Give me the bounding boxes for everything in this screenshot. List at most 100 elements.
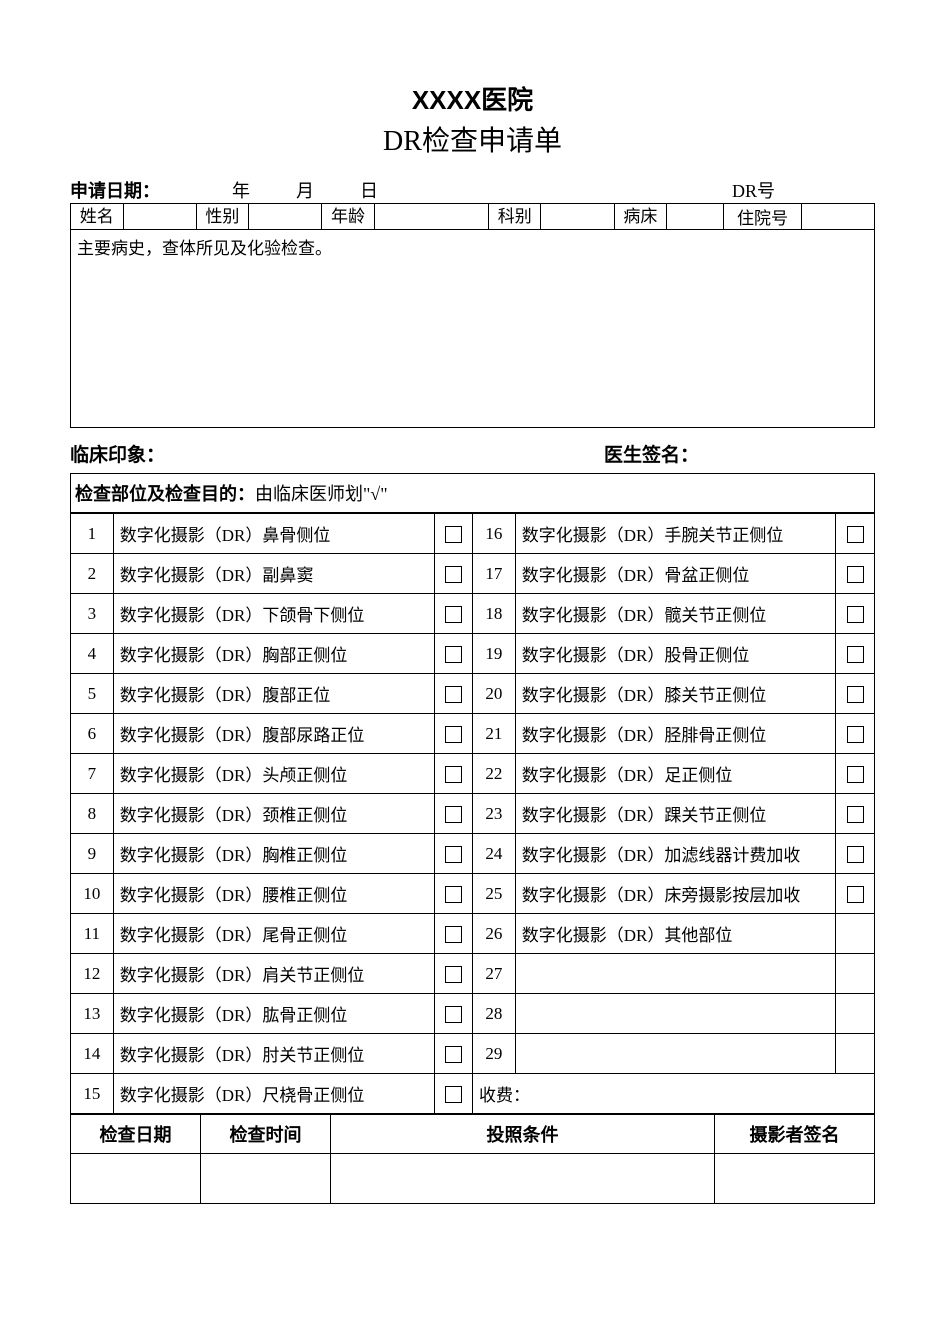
exam-desc-left: 数字化摄影（DR）腰椎正侧位 bbox=[113, 874, 434, 914]
gender-field[interactable] bbox=[249, 204, 322, 230]
exam-checkbox-left[interactable] bbox=[434, 914, 472, 954]
checkbox-icon[interactable] bbox=[445, 886, 462, 903]
history-box[interactable]: 主要病史，查体所见及化验检查。 bbox=[70, 230, 875, 428]
exam-checkbox-right[interactable] bbox=[836, 714, 875, 754]
exam-checkbox-right[interactable] bbox=[836, 514, 875, 554]
checkbox-icon[interactable] bbox=[445, 566, 462, 583]
checkbox-icon[interactable] bbox=[847, 646, 864, 663]
exam-checkbox-left[interactable] bbox=[434, 714, 472, 754]
exam-desc-left: 数字化摄影（DR）肱骨正侧位 bbox=[113, 994, 434, 1034]
exam-checkbox-right[interactable] bbox=[836, 794, 875, 834]
exam-desc-right: 数字化摄影（DR）其他部位 bbox=[515, 914, 836, 954]
exam-checkbox-right[interactable] bbox=[836, 554, 875, 594]
exam-checkbox-left[interactable] bbox=[434, 994, 472, 1034]
footer-col-exam-date: 检查日期 bbox=[71, 1115, 201, 1154]
exam-checkbox-right[interactable] bbox=[836, 874, 875, 914]
exam-num-right: 27 bbox=[472, 954, 515, 994]
checkbox-icon[interactable] bbox=[847, 846, 864, 863]
exam-desc-left: 数字化摄影（DR）胸椎正侧位 bbox=[113, 834, 434, 874]
checkbox-icon[interactable] bbox=[847, 766, 864, 783]
checkbox-icon[interactable] bbox=[445, 806, 462, 823]
exam-checkbox-left[interactable] bbox=[434, 794, 472, 834]
inpatient-field[interactable] bbox=[801, 204, 874, 230]
checkbox-icon[interactable] bbox=[445, 526, 462, 543]
exam-checkbox-left[interactable] bbox=[434, 1074, 472, 1114]
exam-num-left: 7 bbox=[71, 754, 114, 794]
exam-checkbox-left[interactable] bbox=[434, 514, 472, 554]
footer-val-exam-time[interactable] bbox=[201, 1154, 331, 1204]
checkbox-icon[interactable] bbox=[445, 966, 462, 983]
age-label: 年龄 bbox=[322, 204, 375, 230]
exam-section-rest: 由临床医师划"√" bbox=[255, 484, 388, 504]
footer-col-conditions: 投照条件 bbox=[331, 1115, 715, 1154]
checkbox-icon[interactable] bbox=[847, 526, 864, 543]
exam-num-left: 3 bbox=[71, 594, 114, 634]
checkbox-icon[interactable] bbox=[847, 566, 864, 583]
exam-checkbox-right[interactable] bbox=[836, 634, 875, 674]
exam-checkbox-left[interactable] bbox=[434, 594, 472, 634]
footer-val-photographer[interactable] bbox=[715, 1154, 875, 1204]
exam-desc-left: 数字化摄影（DR）胸部正侧位 bbox=[113, 634, 434, 674]
checkbox-icon[interactable] bbox=[445, 606, 462, 623]
checkbox-icon[interactable] bbox=[445, 926, 462, 943]
exam-checkbox-left[interactable] bbox=[434, 954, 472, 994]
year-unit: 年 bbox=[232, 177, 250, 203]
form-title: DR检查申请单 bbox=[70, 119, 875, 159]
exam-num-left: 14 bbox=[71, 1034, 114, 1074]
exam-desc-left: 数字化摄影（DR）副鼻窦 bbox=[113, 554, 434, 594]
exam-num-right: 29 bbox=[472, 1034, 515, 1074]
checkbox-icon[interactable] bbox=[445, 766, 462, 783]
exam-checkbox-right[interactable] bbox=[836, 594, 875, 634]
checkbox-icon[interactable] bbox=[847, 726, 864, 743]
exam-checkbox-left[interactable] bbox=[434, 554, 472, 594]
exam-checkbox-left[interactable] bbox=[434, 754, 472, 794]
exam-desc-left: 数字化摄影（DR）鼻骨侧位 bbox=[113, 514, 434, 554]
application-date-row: 申请日期： 年 月 日 DR号 bbox=[70, 177, 875, 203]
checkbox-icon[interactable] bbox=[445, 1086, 462, 1103]
footer-val-exam-date[interactable] bbox=[71, 1154, 201, 1204]
exam-checkbox-left[interactable] bbox=[434, 674, 472, 714]
age-field[interactable] bbox=[374, 204, 488, 230]
exam-num-right: 21 bbox=[472, 714, 515, 754]
exam-desc-right: 数字化摄影（DR）股骨正侧位 bbox=[515, 634, 836, 674]
dept-field[interactable] bbox=[541, 204, 614, 230]
exam-desc-right: 数字化摄影（DR）胫腓骨正侧位 bbox=[515, 714, 836, 754]
checkbox-icon[interactable] bbox=[847, 806, 864, 823]
exam-num-left: 5 bbox=[71, 674, 114, 714]
exam-checkbox-left[interactable] bbox=[434, 834, 472, 874]
bed-label: 病床 bbox=[614, 204, 667, 230]
exam-num-left: 4 bbox=[71, 634, 114, 674]
exam-checkbox-right bbox=[836, 994, 875, 1034]
exam-num-left: 2 bbox=[71, 554, 114, 594]
checkbox-icon[interactable] bbox=[847, 686, 864, 703]
exam-checkbox-right[interactable] bbox=[836, 754, 875, 794]
checkbox-icon[interactable] bbox=[847, 886, 864, 903]
exam-desc-left: 数字化摄影（DR）肘关节正侧位 bbox=[113, 1034, 434, 1074]
checkbox-icon[interactable] bbox=[445, 1046, 462, 1063]
fee-label: 收费： bbox=[472, 1074, 874, 1114]
checkbox-icon[interactable] bbox=[445, 686, 462, 703]
history-prompt: 主要病史，查体所见及化验检查。 bbox=[77, 239, 332, 258]
exam-num-left: 10 bbox=[71, 874, 114, 914]
exam-num-right: 22 bbox=[472, 754, 515, 794]
checkbox-icon[interactable] bbox=[445, 846, 462, 863]
footer-val-conditions[interactable] bbox=[331, 1154, 715, 1204]
name-field[interactable] bbox=[123, 204, 196, 230]
bed-field[interactable] bbox=[667, 204, 724, 230]
exam-checkbox-right[interactable] bbox=[836, 834, 875, 874]
exam-checkbox-right bbox=[836, 914, 875, 954]
exam-desc-left: 数字化摄影（DR）尺桡骨正侧位 bbox=[113, 1074, 434, 1114]
exam-checkbox-right[interactable] bbox=[836, 674, 875, 714]
exam-num-right: 24 bbox=[472, 834, 515, 874]
exam-num-left: 1 bbox=[71, 514, 114, 554]
checkbox-icon[interactable] bbox=[445, 726, 462, 743]
exam-checkbox-left[interactable] bbox=[434, 874, 472, 914]
checkbox-icon[interactable] bbox=[445, 646, 462, 663]
exam-num-right: 17 bbox=[472, 554, 515, 594]
exam-desc-right: 数字化摄影（DR）髋关节正侧位 bbox=[515, 594, 836, 634]
exam-checkbox-left[interactable] bbox=[434, 1034, 472, 1074]
checkbox-icon[interactable] bbox=[847, 606, 864, 623]
exam-desc-right bbox=[515, 994, 836, 1034]
checkbox-icon[interactable] bbox=[445, 1006, 462, 1023]
exam-checkbox-left[interactable] bbox=[434, 634, 472, 674]
